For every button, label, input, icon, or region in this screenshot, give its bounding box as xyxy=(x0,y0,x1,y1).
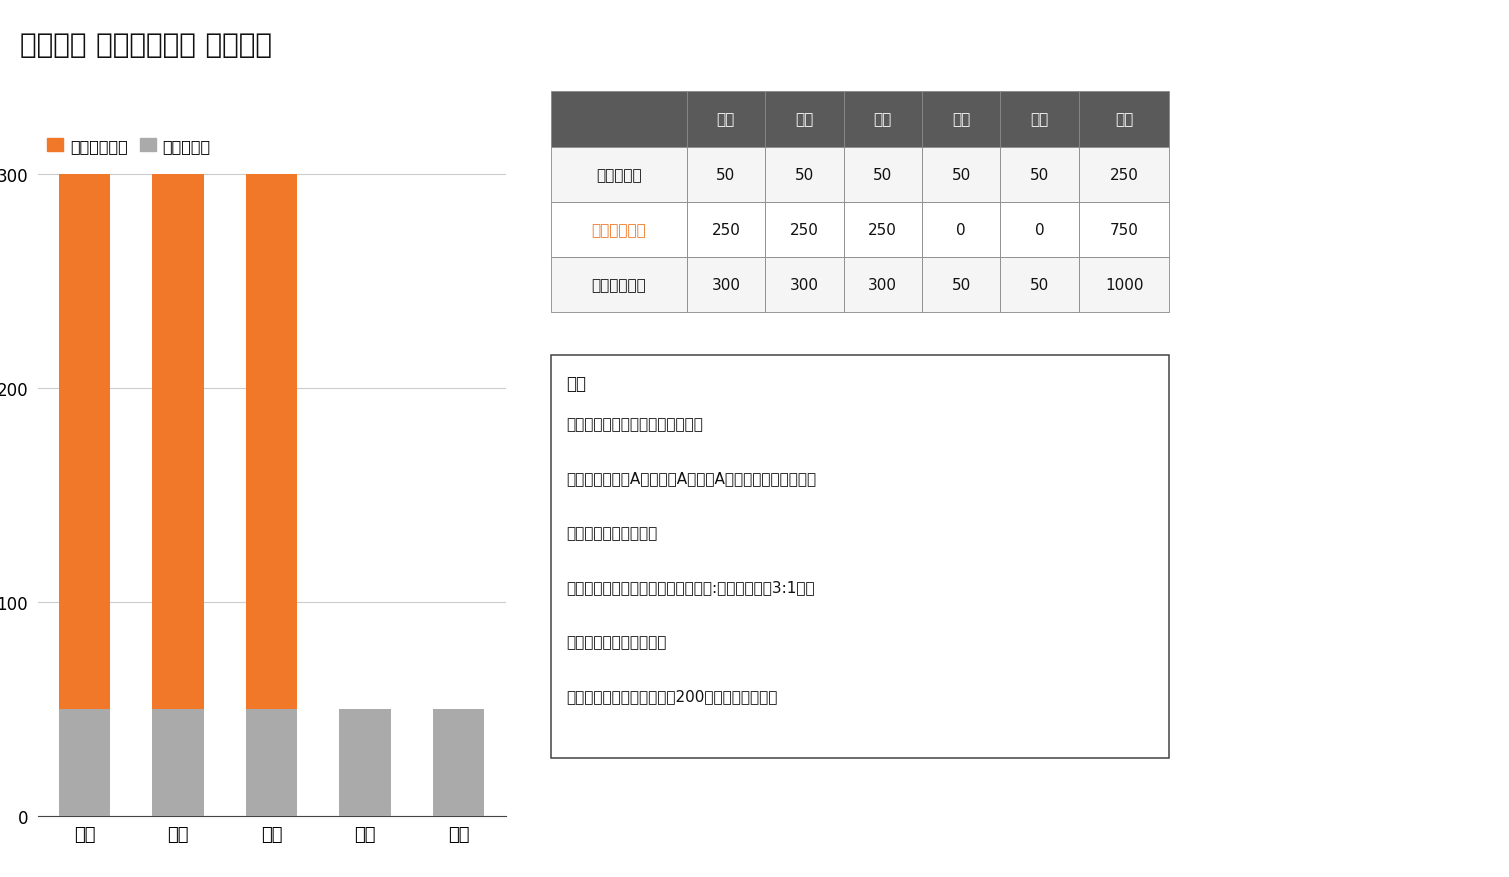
Text: 0: 0 xyxy=(957,223,966,238)
Text: 50: 50 xyxy=(795,168,813,182)
Text: 社会: 社会 xyxy=(1031,112,1049,127)
Text: 300: 300 xyxy=(711,278,741,293)
Text: 数学: 数学 xyxy=(717,112,735,127)
Text: 個別学力試験: 個別学力試験 xyxy=(592,223,646,238)
Text: 50: 50 xyxy=(1031,278,1049,293)
Text: 300: 300 xyxy=(789,278,819,293)
Text: ・社会は世界史A、日本史A、地理A、現代社会、倫理、政: ・社会は世界史A、日本史A、地理A、現代社会、倫理、政 xyxy=(566,471,816,486)
Bar xyxy=(59,709,110,816)
Bar xyxy=(340,709,391,816)
Text: 250: 250 xyxy=(711,223,741,238)
Bar xyxy=(246,175,297,709)
Text: 教科合計配点: 教科合計配点 xyxy=(592,278,646,293)
Text: 備考: 備考 xyxy=(566,374,585,393)
Text: 経の選択が不可です。: 経の選択が不可です。 xyxy=(566,525,656,540)
Text: 50: 50 xyxy=(1031,168,1049,182)
Legend: 個別学力試験, 共通テスト: 個別学力試験, 共通テスト xyxy=(41,132,217,160)
Text: 50: 50 xyxy=(952,278,970,293)
Text: 合計: 合計 xyxy=(1115,112,1133,127)
Text: 0: 0 xyxy=(1035,223,1044,238)
Bar xyxy=(433,709,484,816)
Text: 国語: 国語 xyxy=(952,112,970,127)
Text: 250: 250 xyxy=(868,223,898,238)
Text: 50: 50 xyxy=(874,168,892,182)
Text: 共通テスト: 共通テスト xyxy=(596,168,641,182)
Text: 300: 300 xyxy=(868,278,898,293)
Text: 750: 750 xyxy=(1109,223,1139,238)
Text: ・理科は地学の選択が不可です。: ・理科は地学の選択が不可です。 xyxy=(566,417,703,431)
Text: 英語: 英語 xyxy=(795,112,813,127)
Text: 250: 250 xyxy=(789,223,819,238)
Text: 1000: 1000 xyxy=(1105,278,1144,293)
Bar xyxy=(152,709,204,816)
Text: 斜配点になっています。: 斜配点になっています。 xyxy=(566,634,667,649)
Text: 東北大学 医学部医学科 前期日程: 東北大学 医学部医学科 前期日程 xyxy=(20,31,272,59)
Text: 50: 50 xyxy=(952,168,970,182)
Text: 50: 50 xyxy=(717,168,735,182)
Bar xyxy=(246,709,297,816)
Bar xyxy=(59,175,110,709)
Text: ・個別学力試験には面接（200点）があります。: ・個別学力試験には面接（200点）があります。 xyxy=(566,688,777,703)
Text: ・共通テストの英語はリーディング:リスニング＝3:1の傾: ・共通テストの英語はリーディング:リスニング＝3:1の傾 xyxy=(566,580,815,595)
Text: 理科: 理科 xyxy=(874,112,892,127)
Text: 250: 250 xyxy=(1109,168,1139,182)
Bar xyxy=(152,175,204,709)
